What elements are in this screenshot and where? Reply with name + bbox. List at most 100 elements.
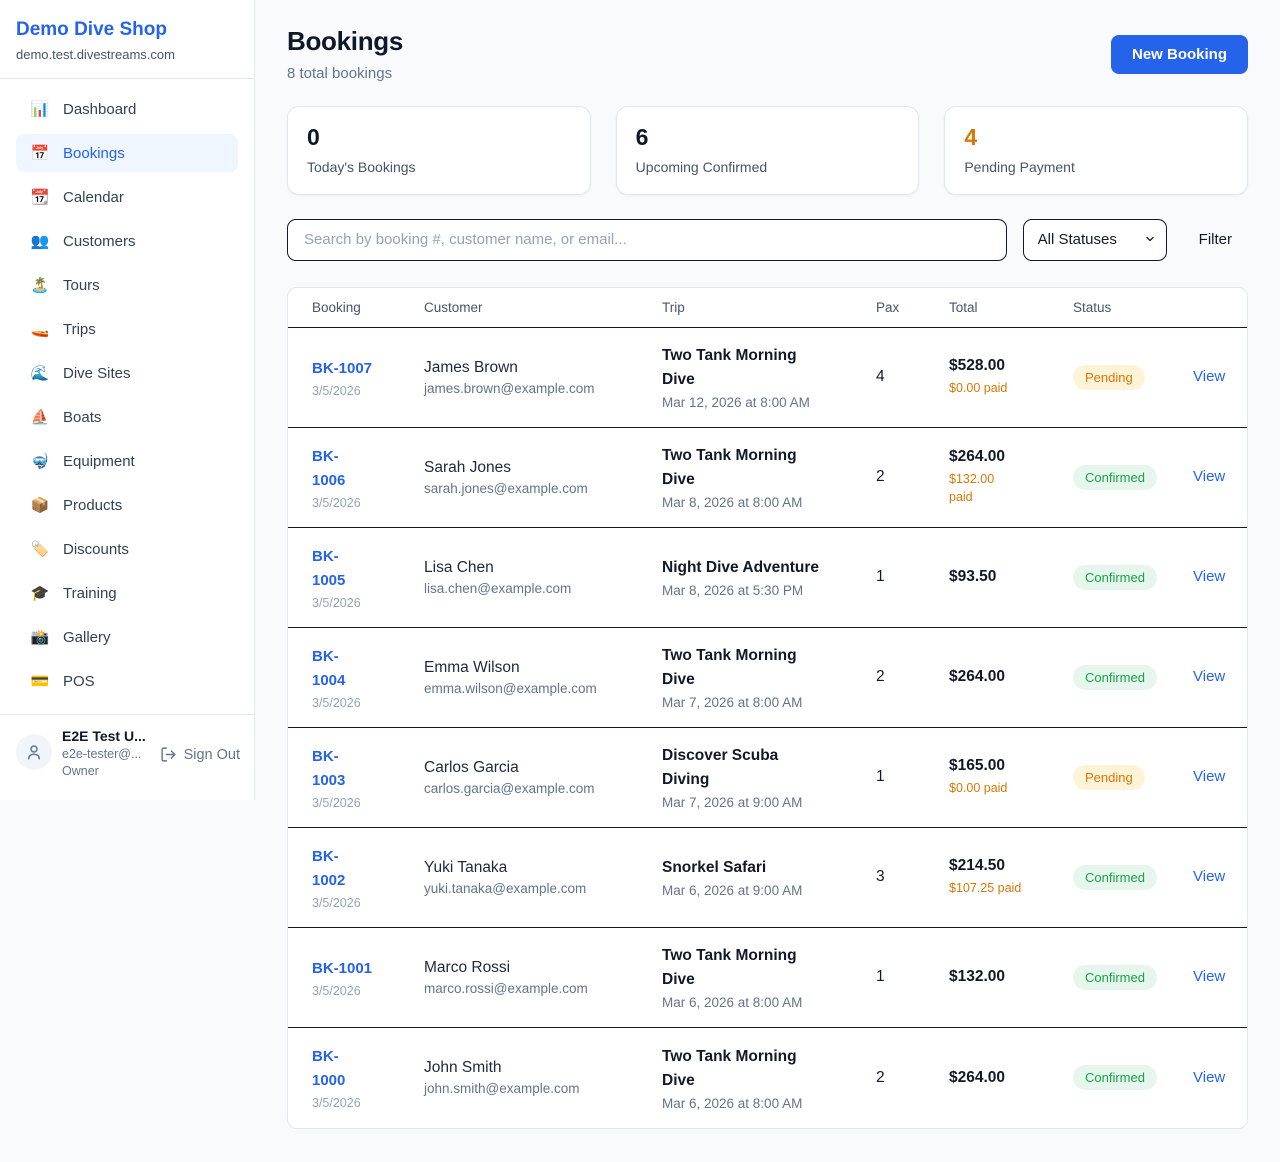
booking-id-link[interactable]: BK- 1003	[312, 747, 346, 789]
total-amount: $214.50	[949, 857, 1006, 875]
total-amount: $132.00	[949, 968, 1006, 986]
customer-email: john.smith@example.com	[424, 1081, 580, 1097]
trip-name: Two Tank Morning Dive	[662, 347, 797, 389]
graduation-cap-icon: 🎓	[30, 585, 50, 602]
sidebar-item-products[interactable]: 📦 Products	[16, 486, 238, 524]
trip-name: Snorkel Safari	[662, 859, 767, 877]
trip-name: Two Tank Morning Dive	[662, 1047, 797, 1089]
sidebar-item-customers[interactable]: 👥 Customers	[16, 222, 238, 260]
table-row: BK-1007 3/5/2026 James Brown james.brown…	[288, 328, 1247, 428]
booking-id-link[interactable]: BK- 1000	[312, 1048, 346, 1090]
booking-date: 3/5/2026	[312, 795, 361, 810]
view-link[interactable]: View	[1193, 768, 1226, 786]
bar-chart-icon: 📊	[30, 101, 50, 118]
booking-date: 3/5/2026	[312, 495, 361, 510]
view-link[interactable]: View	[1193, 868, 1226, 886]
booking-id-link[interactable]: BK- 1004	[312, 647, 346, 689]
sign-out-button[interactable]: Sign Out	[160, 746, 240, 763]
stats-row: 0 Today's Bookings 6 Upcoming Confirmed …	[287, 106, 1249, 195]
view-link[interactable]: View	[1193, 468, 1226, 486]
table-row: BK- 1005 3/5/2026 Lisa Chen lisa.chen@ex…	[288, 528, 1247, 628]
pax-count: 2	[876, 1068, 885, 1086]
view-link[interactable]: View	[1193, 1068, 1226, 1086]
speedboat-icon: 🚤	[30, 321, 50, 338]
new-booking-button[interactable]: New Booking	[1110, 34, 1248, 74]
customer-name: Carlos Garcia	[424, 758, 519, 776]
island-icon: 🏝️	[30, 277, 50, 294]
status-select[interactable]: All Statuses	[1022, 218, 1167, 261]
total-amount: $165.00	[949, 757, 1006, 775]
sidebar-item-dive-sites[interactable]: 🌊 Dive Sites	[16, 354, 238, 392]
customer-name: Marco Rossi	[424, 958, 511, 976]
sidebar-item-label: Calendar	[63, 188, 124, 206]
tag-icon: 🏷️	[30, 541, 50, 558]
sidebar-item-label: Products	[63, 496, 123, 514]
log-out-icon	[160, 747, 176, 762]
booking-id-link[interactable]: BK- 1006	[312, 447, 346, 489]
sidebar-item-trips[interactable]: 🚤 Trips	[16, 310, 238, 348]
stat-value: 4	[964, 124, 978, 150]
sailboat-icon: ⛵	[30, 409, 50, 426]
column-header-booking: Booking	[312, 299, 361, 315]
user-info: E2E Test U... e2e-tester@... Owner	[62, 728, 150, 778]
trip-datetime: Mar 12, 2026 at 8:00 AM	[662, 395, 810, 411]
trip-name: Two Tank Morning Dive	[662, 947, 797, 989]
sidebar-item-calendar[interactable]: 📆 Calendar	[16, 178, 238, 216]
trip-datetime: Mar 7, 2026 at 8:00 AM	[662, 695, 803, 711]
person-icon	[28, 745, 40, 760]
status-badge: Pending	[1073, 364, 1145, 390]
total-amount: $264.00	[949, 447, 1006, 465]
booking-id-link[interactable]: BK-1007	[312, 359, 373, 377]
view-link[interactable]: View	[1193, 968, 1226, 986]
status-badge: Pending	[1073, 764, 1145, 790]
sidebar-item-tours[interactable]: 🏝️ Tours	[16, 266, 238, 304]
column-header-total: Total	[949, 299, 978, 315]
booking-id-link[interactable]: BK-1001	[312, 959, 373, 977]
stat-card-todays-bookings: 0 Today's Bookings	[287, 106, 591, 195]
sidebar-item-gallery[interactable]: 📸 Gallery	[16, 618, 238, 656]
user-email: e2e-tester@...	[62, 747, 142, 761]
stat-label: Today's Bookings	[307, 158, 416, 175]
package-icon: 📦	[30, 497, 50, 514]
booking-id-link[interactable]: BK- 1002	[312, 847, 346, 889]
customer-email: james.brown@example.com	[424, 380, 595, 396]
total-amount: $264.00	[949, 668, 1006, 686]
view-link[interactable]: View	[1193, 668, 1226, 686]
sidebar-item-pos[interactable]: 💳 POS	[16, 662, 238, 700]
column-header-pax: Pax	[876, 299, 900, 315]
sidebar-item-label: Boats	[63, 408, 102, 426]
sign-out-label: Sign Out	[183, 746, 240, 763]
search-input[interactable]	[287, 218, 1007, 261]
customer-name: James Brown	[424, 358, 518, 376]
sidebar-item-training[interactable]: 🎓 Training	[16, 574, 238, 612]
column-header-customer: Customer	[424, 299, 483, 315]
sidebar-item-bookings[interactable]: 📅 Bookings	[16, 134, 238, 172]
sidebar-divider	[0, 714, 254, 715]
sidebar-item-boats[interactable]: ⛵ Boats	[16, 398, 238, 436]
customer-email: lisa.chen@example.com	[424, 580, 572, 596]
booking-date: 3/5/2026	[312, 595, 361, 610]
table-row: BK- 1006 3/5/2026 Sarah Jones sarah.jone…	[288, 428, 1247, 528]
booking-date: 3/5/2026	[312, 895, 361, 910]
sidebar-item-dashboard[interactable]: 📊 Dashboard	[16, 90, 238, 128]
people-icon: 👥	[30, 233, 50, 250]
sidebar-item-equipment[interactable]: 🤿 Equipment	[16, 442, 238, 480]
pax-count: 4	[876, 368, 885, 386]
stat-value: 0	[307, 124, 320, 150]
sidebar-item-discounts[interactable]: 🏷️ Discounts	[16, 530, 238, 568]
customer-name: Sarah Jones	[424, 458, 512, 476]
sidebar-item-label: Dive Sites	[63, 364, 131, 382]
pax-count: 1	[876, 768, 885, 786]
calendar-date-icon: 📅	[30, 145, 50, 162]
total-amount: $264.00	[949, 1068, 1006, 1086]
user-name: E2E Test U...	[62, 728, 146, 744]
filter-button[interactable]: Filter	[1183, 231, 1248, 248]
trip-datetime: Mar 7, 2026 at 9:00 AM	[662, 795, 803, 811]
booking-id-link[interactable]: BK- 1005	[312, 547, 346, 589]
view-link[interactable]: View	[1193, 568, 1226, 586]
paid-amount: $0.00 paid	[949, 781, 1008, 796]
view-link[interactable]: View	[1193, 368, 1226, 386]
total-amount: $93.50	[949, 568, 997, 586]
customer-email: yuki.tanaka@example.com	[424, 880, 587, 896]
